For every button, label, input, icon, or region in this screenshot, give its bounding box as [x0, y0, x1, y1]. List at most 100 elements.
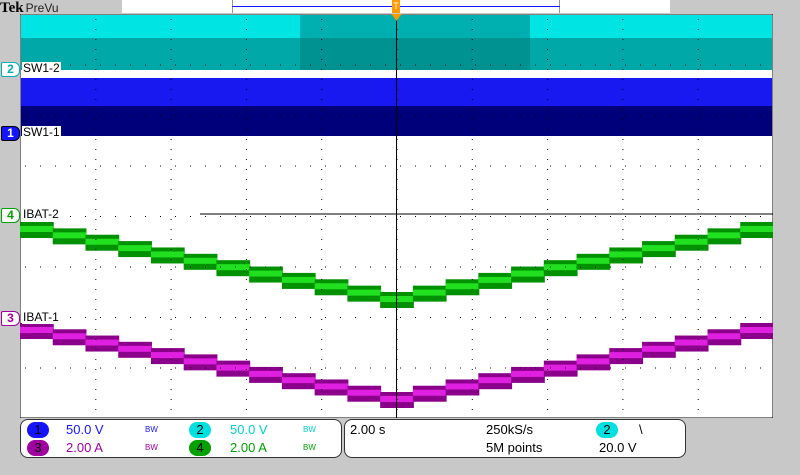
- grid-dot: [595, 317, 596, 318]
- grid-dot: [95, 319, 97, 320]
- ch2-badge[interactable]: 2: [189, 422, 211, 438]
- grid-dot: [95, 239, 97, 240]
- grid-dot: [595, 165, 596, 167]
- grid-dot: [95, 349, 97, 350]
- grid-dot: [145, 266, 146, 268]
- grid-dot: [190, 64, 191, 66]
- grid-dot: [145, 216, 146, 217]
- ch1-scale[interactable]: 50.0 V: [66, 422, 104, 437]
- grid-dot: [697, 399, 699, 400]
- trigger-level[interactable]: 20.0 V: [599, 440, 637, 455]
- grid-dot: [235, 216, 236, 217]
- grid-dot: [175, 115, 176, 116]
- grid-dot: [370, 216, 371, 217]
- ch4-badge[interactable]: 4: [189, 440, 211, 456]
- horizontal-scale[interactable]: 2.00 s: [350, 422, 386, 437]
- grid-dot: [355, 266, 356, 268]
- grid-dot: [760, 64, 761, 66]
- ch3-ground-marker[interactable]: 3: [1, 311, 20, 326]
- grid-dot: [321, 259, 323, 260]
- ch2-scale[interactable]: 50.0 V: [230, 422, 268, 437]
- channel-readout-panel[interactable]: 1 50.0 V BW 2 50.0 V BW 3 2.00 A BW 4 2.…: [20, 419, 342, 458]
- ch1-ground-marker[interactable]: 1: [1, 126, 20, 141]
- grid-dot: [115, 266, 116, 268]
- ch3-waveform-step-core: [674, 339, 709, 346]
- grid-dot: [547, 109, 549, 110]
- grid-dot: [685, 367, 686, 369]
- ch4-waveform-step-core: [740, 226, 773, 232]
- grid-dot: [622, 299, 624, 300]
- grid-dot: [505, 64, 506, 66]
- grid-dot: [430, 115, 431, 116]
- trigger-position-icon[interactable]: T: [392, 0, 400, 13]
- waveform-graticule: [20, 14, 773, 418]
- timebase-trigger-panel[interactable]: 2.00 s 250kS/s 5M points 2 \ 20.0 V: [344, 419, 686, 458]
- grid-dot: [745, 216, 746, 217]
- grid-dot: [265, 317, 266, 318]
- grid-dot: [321, 199, 323, 200]
- record-view-bar[interactable]: T: [122, 0, 670, 13]
- ch2-ground-marker[interactable]: 2: [1, 62, 20, 77]
- grid-dot: [310, 367, 311, 369]
- ch4-scale[interactable]: 2.00 A: [230, 440, 267, 455]
- grid-dot: [547, 79, 549, 80]
- grid-dot: [610, 64, 611, 66]
- trigger-source-badge[interactable]: 2: [596, 422, 618, 438]
- grid-dot: [550, 266, 551, 268]
- grid-dot: [471, 29, 473, 30]
- grid-dot: [220, 165, 221, 167]
- ch1-badge[interactable]: 1: [27, 422, 49, 438]
- grid-dot: [170, 159, 172, 160]
- grid-dot: [130, 367, 131, 369]
- grid-dot: [310, 115, 311, 116]
- grid-dot: [697, 279, 699, 280]
- grid-dot: [160, 266, 161, 268]
- grid-dot: [547, 399, 549, 400]
- grid-dot: [622, 109, 624, 110]
- grid-dot: [245, 79, 247, 80]
- grid-dot: [115, 216, 116, 217]
- grid-dot: [471, 259, 473, 260]
- grid-dot: [700, 165, 701, 167]
- ch3-scale[interactable]: 2.00 A: [66, 440, 103, 455]
- grid-dot: [245, 339, 247, 340]
- grid-dot: [622, 339, 624, 340]
- grid-dot: [170, 49, 172, 50]
- ch4-ground-marker[interactable]: 4: [1, 208, 20, 223]
- grid-dot: [745, 165, 746, 167]
- ch3-badge[interactable]: 3: [27, 440, 49, 456]
- ch3-waveform-step-core: [347, 389, 382, 396]
- grid-dot: [190, 367, 191, 369]
- grid-dot: [170, 399, 172, 400]
- grid-dot: [760, 216, 761, 217]
- ch2-label: SW1-2: [22, 61, 61, 75]
- trigger-slope-icon[interactable]: \: [639, 422, 643, 437]
- grid-dot: [325, 165, 326, 167]
- grid-dot: [697, 239, 699, 240]
- grid-dot: [250, 115, 251, 116]
- grid-dot: [100, 317, 101, 318]
- grid-dot: [460, 165, 461, 167]
- grid-dot: [622, 379, 624, 380]
- grid-dot: [170, 389, 172, 390]
- grid-dot: [622, 139, 624, 140]
- grid-dot: [640, 317, 641, 318]
- grid-dot: [550, 64, 551, 66]
- grid-dot: [697, 339, 699, 340]
- grid-dot: [95, 199, 97, 200]
- grid-dot: [295, 64, 296, 66]
- ch3-waveform-step-core: [478, 377, 513, 384]
- grid-dot: [170, 79, 172, 80]
- grid-dot: [697, 39, 699, 40]
- grid-dot: [95, 159, 97, 160]
- grid-dot: [547, 329, 549, 330]
- grid-dot: [471, 79, 473, 80]
- grid-dot: [130, 216, 131, 217]
- grid-dot: [697, 29, 699, 30]
- grid-dot: [547, 179, 549, 180]
- grid-dot: [460, 216, 461, 217]
- grid-dot: [245, 89, 247, 90]
- record-length[interactable]: 5M points: [486, 440, 543, 455]
- grid-dot: [685, 115, 686, 116]
- grid-dot: [547, 49, 549, 50]
